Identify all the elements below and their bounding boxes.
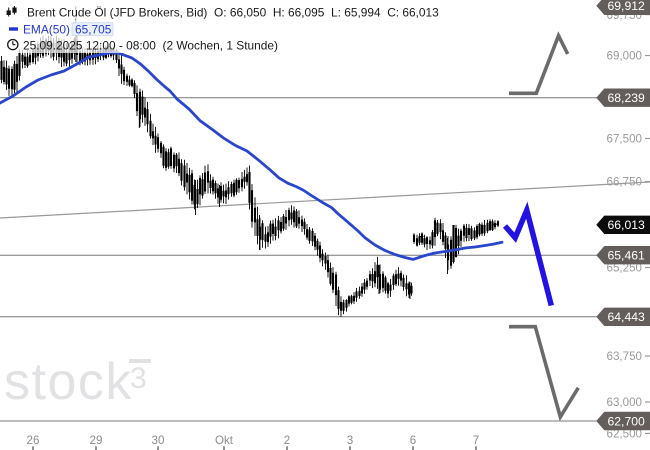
svg-text:25.09.2025 12:00 - 08:00 (2 W: 25.09.2025 12:00 - 08:00 (2 Wochen, 1 St… bbox=[23, 39, 278, 53]
svg-text:Okt: Okt bbox=[215, 434, 234, 447]
svg-text:69,000: 69,000 bbox=[607, 50, 642, 63]
svg-text:68,239: 68,239 bbox=[608, 91, 645, 105]
svg-text:62,500: 62,500 bbox=[607, 428, 642, 441]
svg-text:66,750: 66,750 bbox=[607, 176, 642, 189]
svg-text:26: 26 bbox=[27, 434, 40, 447]
svg-text:29: 29 bbox=[90, 434, 103, 447]
svg-text:67,500: 67,500 bbox=[607, 133, 642, 146]
svg-text:63,000: 63,000 bbox=[607, 396, 642, 409]
svg-text:6: 6 bbox=[410, 434, 416, 447]
svg-text:65,250: 65,250 bbox=[607, 262, 642, 275]
svg-text:EMA(50): EMA(50) bbox=[23, 23, 70, 37]
svg-text:Brent Crude Öl (JFD Brokers, B: Brent Crude Öl (JFD Brokers, Bid) O: 66,… bbox=[27, 6, 439, 20]
svg-text:65,705: 65,705 bbox=[75, 23, 112, 37]
svg-text:62,700: 62,700 bbox=[608, 414, 645, 428]
svg-text:63,750: 63,750 bbox=[607, 350, 642, 363]
svg-text:64,443: 64,443 bbox=[608, 310, 645, 324]
svg-text:3: 3 bbox=[347, 434, 353, 447]
svg-text:69,912: 69,912 bbox=[608, 0, 645, 13]
svg-text:3: 3 bbox=[130, 362, 147, 395]
svg-text:30: 30 bbox=[152, 434, 165, 447]
svg-text:stock: stock bbox=[4, 353, 133, 411]
svg-text:2: 2 bbox=[284, 434, 290, 447]
svg-text:7: 7 bbox=[473, 434, 479, 447]
svg-text:66,013: 66,013 bbox=[608, 218, 645, 232]
svg-text:65,461: 65,461 bbox=[608, 249, 645, 263]
